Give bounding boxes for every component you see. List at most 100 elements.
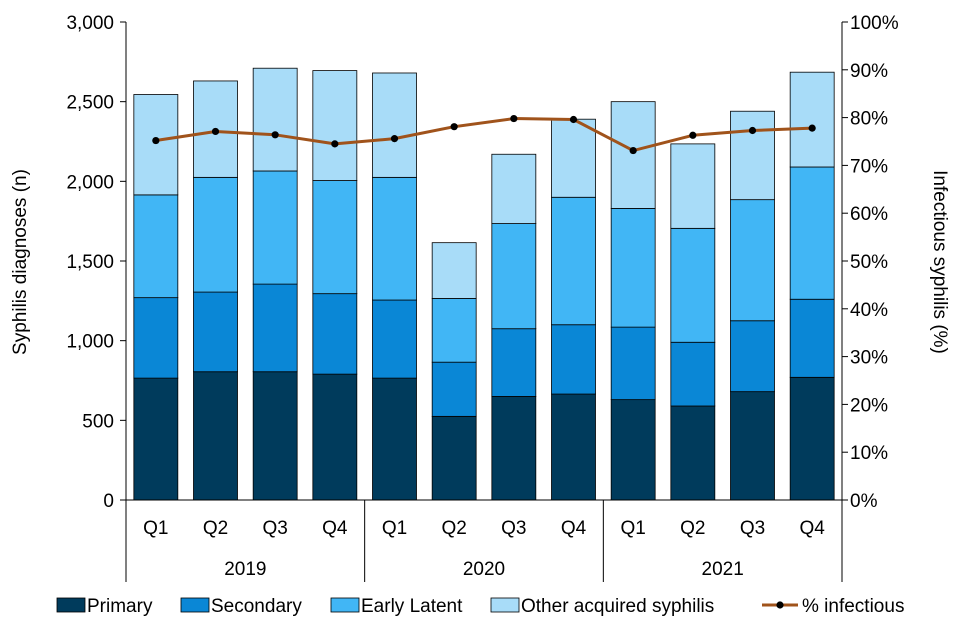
legend-label-primary: Primary <box>87 596 153 617</box>
y2-tick-label: 20% <box>850 395 888 416</box>
x-group-label: 2020 <box>463 559 505 580</box>
bar-segment-other-acquired-syphilis <box>431 242 477 299</box>
infectious-point <box>748 126 757 135</box>
x-group-label: 2021 <box>702 559 744 580</box>
bar-segment-secondary <box>789 298 835 378</box>
bar-segment-secondary <box>252 283 298 373</box>
infectious-point <box>569 115 578 124</box>
bar-segment-primary <box>372 377 417 501</box>
bar-segment-secondary <box>730 320 775 393</box>
x-group-label: 2019 <box>224 559 266 580</box>
bar-segment-primary <box>252 371 298 501</box>
x-tick-label: Q2 <box>680 518 705 539</box>
bar-segment-other-acquired-syphilis <box>193 80 238 178</box>
x-tick-label: Q2 <box>441 518 466 539</box>
infectious-line-layer <box>152 114 816 155</box>
legend-swatch-early-latent <box>330 597 360 613</box>
y2-tick-label: 70% <box>850 156 888 177</box>
y2-axis-title: Infectious syphilis (%) <box>929 170 950 354</box>
legend-swatch-primary <box>56 597 86 613</box>
bar-segment-secondary <box>670 341 716 407</box>
y2-tick-label: 100% <box>850 13 899 34</box>
bar-segment-primary <box>133 377 179 501</box>
bar-segment-secondary <box>610 326 656 401</box>
x-tick-label: Q3 <box>262 518 287 539</box>
y-tick-label: 1,500 <box>66 252 114 273</box>
legend-swatch-secondary <box>180 597 210 613</box>
infectious-point <box>450 123 458 131</box>
legend-swatch-other-acquired-syphilis <box>490 597 520 613</box>
y2-tick-label: 30% <box>850 348 888 369</box>
bar-segment-early-latent <box>670 227 716 343</box>
infectious-point <box>271 131 279 139</box>
y2-tick-label: 10% <box>850 443 888 464</box>
bar-segment-other-acquired-syphilis <box>610 101 656 209</box>
bar-segment-secondary <box>193 291 238 373</box>
infectious-point <box>211 127 220 136</box>
bars-layer <box>133 67 835 501</box>
bar-segment-other-acquired-syphilis <box>372 72 417 178</box>
y-tick-label: 0 <box>103 491 114 512</box>
infectious-point <box>689 131 697 139</box>
bar-segment-secondary <box>312 293 358 375</box>
bar-segment-other-acquired-syphilis <box>789 71 835 168</box>
x-tick-label: Q1 <box>382 518 407 539</box>
bar-segment-primary <box>730 391 775 501</box>
bar-segment-primary <box>312 373 358 501</box>
infectious-point <box>510 114 518 123</box>
y2-tick-label: 0% <box>850 491 878 512</box>
legend-label-secondary: Secondary <box>211 596 302 617</box>
x-tick-label: Q3 <box>740 518 765 539</box>
bar-segment-early-latent <box>610 208 656 328</box>
bar-segment-early-latent <box>730 199 775 322</box>
bar-segment-early-latent <box>193 176 238 293</box>
x-tick-label: Q2 <box>203 518 228 539</box>
y-axis-title: Syphilis diagnoses (n) <box>10 169 31 355</box>
legend-label-early-latent: Early Latent <box>361 596 463 617</box>
y-tick-label: 500 <box>82 411 114 432</box>
bar-segment-early-latent <box>372 176 417 301</box>
bar-segment-early-latent <box>789 166 835 300</box>
bar-segment-secondary <box>491 328 537 397</box>
bar-segment-primary <box>193 371 238 501</box>
legend-label-infectious: % infectious <box>802 596 904 617</box>
bar-segment-other-acquired-syphilis <box>133 94 179 196</box>
infectious-point <box>808 124 816 132</box>
y2-tick-label: 50% <box>850 252 888 273</box>
bar-segment-primary <box>551 393 596 501</box>
bar-segment-early-latent <box>312 180 358 295</box>
x-tick-label: Q1 <box>620 518 645 539</box>
infectious-point <box>331 140 339 148</box>
bar-segment-primary <box>789 376 835 501</box>
axes-layer: 0 500 1,000 1,500 2,000 2,500 3,000 0% 10% 20% 30%… <box>66 13 899 582</box>
legend-swatch-infectious-marker <box>776 601 784 609</box>
bar-segment-other-acquired-syphilis <box>252 67 298 172</box>
infectious-point <box>152 136 160 145</box>
bar-segment-other-acquired-syphilis <box>670 143 716 229</box>
x-tick-label: Q1 <box>143 518 168 539</box>
legend: Primary Secondary Early Latent Other acquir… <box>56 596 904 617</box>
infectious-point <box>629 146 637 155</box>
bar-segment-early-latent <box>551 196 596 326</box>
bar-segment-other-acquired-syphilis <box>730 110 775 201</box>
bar-segment-other-acquired-syphilis <box>491 153 537 224</box>
infectious-point <box>390 135 399 143</box>
y-tick-label: 2,000 <box>66 172 114 193</box>
bar-segment-secondary <box>133 297 179 379</box>
legend-label-other-acquired-syphilis: Other acquired syphilis <box>521 596 714 617</box>
bar-segment-primary <box>491 396 537 501</box>
infectious-line <box>155 117 813 153</box>
bar-segment-other-acquired-syphilis <box>551 118 596 198</box>
y2-tick-label: 40% <box>850 300 888 321</box>
bar-segment-other-acquired-syphilis <box>312 70 358 181</box>
bar-segment-secondary <box>431 361 477 417</box>
bar-segment-primary <box>610 399 656 501</box>
y-tick-label: 2,500 <box>66 93 114 114</box>
x-tick-label: Q4 <box>561 518 587 539</box>
y2-tick-label: 80% <box>850 109 888 130</box>
x-tick-label: Q3 <box>501 518 526 539</box>
y-tick-label: 3,000 <box>66 13 114 34</box>
bar-segment-early-latent <box>491 223 537 330</box>
y-tick-label: 1,000 <box>66 332 114 353</box>
